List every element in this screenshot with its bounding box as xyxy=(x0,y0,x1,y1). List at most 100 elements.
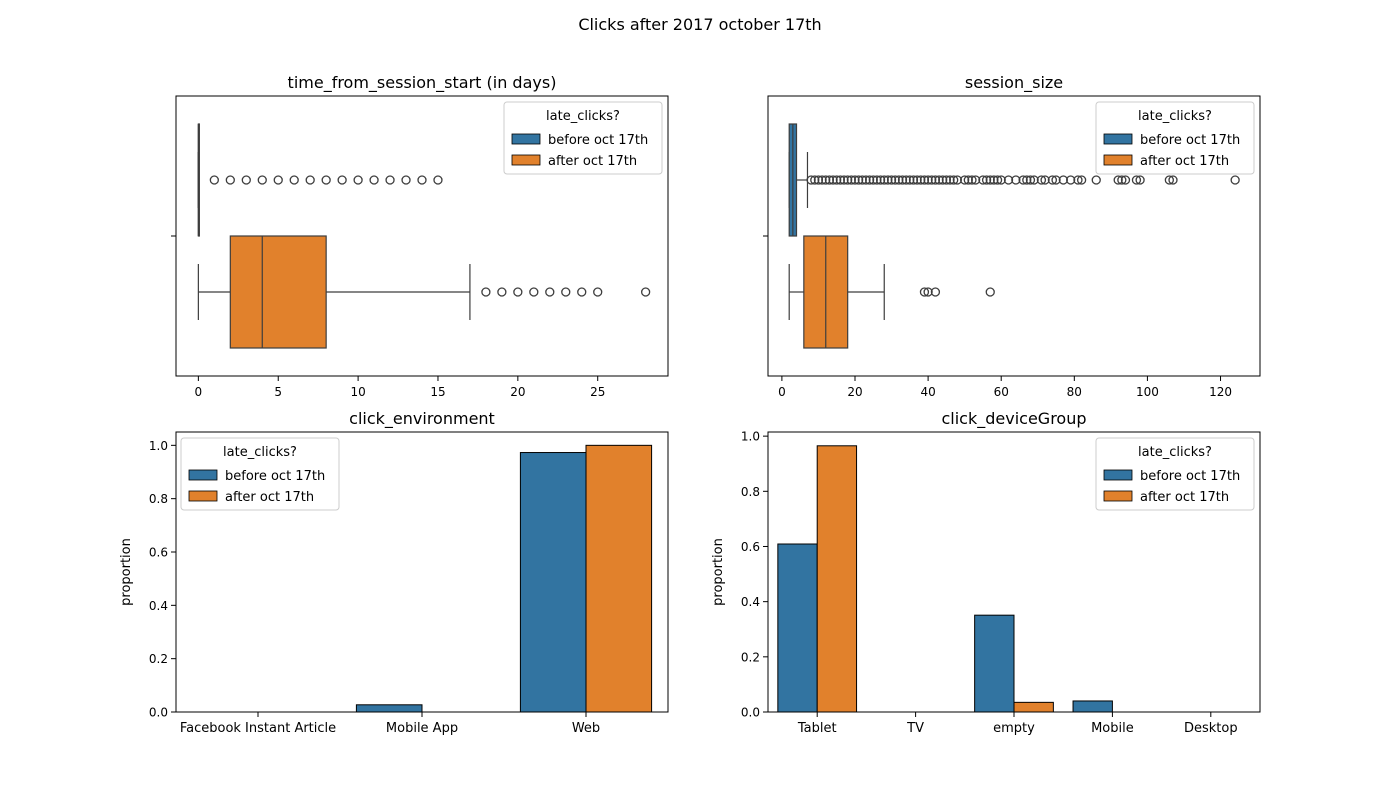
outlier-point xyxy=(1135,175,1145,185)
legend-swatch-after xyxy=(188,490,218,502)
outlier-point xyxy=(1073,175,1083,185)
outlier-point xyxy=(941,175,952,185)
y-tick-label: 0.6 xyxy=(149,546,168,560)
x-tick-label: 120 xyxy=(1209,385,1232,399)
bar-before xyxy=(519,452,587,713)
outlier-point xyxy=(850,175,860,185)
outlier-point xyxy=(992,175,1003,185)
legend-label-before: before oct 17th xyxy=(548,133,648,148)
outlier-point xyxy=(854,175,864,185)
outlier-point xyxy=(897,175,908,185)
legend-swatch-after xyxy=(1103,154,1133,166)
outlier-point xyxy=(497,287,507,297)
outlier-point xyxy=(945,175,955,185)
outlier-point xyxy=(839,175,849,185)
outlier-point xyxy=(967,175,977,185)
legend-label-after: after oct 17th xyxy=(548,154,637,169)
y-tick-label: 0.4 xyxy=(149,599,168,613)
outlier-point xyxy=(1051,175,1061,185)
y-tick-label: 0.2 xyxy=(741,650,760,664)
panel-0: time_from_session_start (in days) 0 5 10 15 2… xyxy=(171,73,669,399)
outlier-point xyxy=(864,175,875,185)
bar-after xyxy=(1013,701,1054,713)
panel-2: click_environment 0.0 0.2 0.4 0.6 0.8 1.0 propo… xyxy=(119,409,669,736)
x-tick-label: empty xyxy=(993,721,1035,736)
y-tick-label: 0.0 xyxy=(741,706,760,720)
outlier-point xyxy=(640,287,651,297)
legend-label-after: after oct 17th xyxy=(1140,154,1229,169)
legend: late_clicks?before oct 17th after oct 17t… xyxy=(180,437,340,511)
y-tick-label: 0.8 xyxy=(741,485,760,499)
outlier-point xyxy=(916,175,926,185)
axes-frame xyxy=(767,431,1261,713)
panel-title: click_environment xyxy=(349,409,495,429)
outlier-point xyxy=(1113,175,1123,185)
outlier-point xyxy=(857,175,867,185)
y-tick-label: 0.4 xyxy=(741,595,760,609)
x-tick-label: 60 xyxy=(994,385,1009,399)
outlier-point xyxy=(577,287,587,297)
outlier-point xyxy=(305,175,315,185)
outlier-point xyxy=(923,175,933,185)
panel-title: session_size xyxy=(965,73,1063,93)
outlier-point xyxy=(875,175,886,185)
x-tick-label: 5 xyxy=(274,385,282,399)
legend-swatch-before xyxy=(188,469,218,481)
box-before xyxy=(788,123,1240,237)
outlier-point xyxy=(835,175,846,185)
legend-title: late_clicks? xyxy=(1138,109,1212,124)
x-tick-label: 10 xyxy=(350,385,365,399)
outlier-point xyxy=(813,175,824,185)
axes-frame xyxy=(175,95,669,377)
bar-before xyxy=(355,704,423,713)
outlier-point xyxy=(970,175,981,185)
x-tick-label: 15 xyxy=(430,385,445,399)
bar-after xyxy=(816,445,858,713)
outlier-point xyxy=(861,175,871,185)
outlier-point xyxy=(481,287,491,297)
x-tick-label: Facebook Instant Article xyxy=(180,721,336,736)
legend-label-before: before oct 17th xyxy=(1140,469,1240,484)
outlier-point xyxy=(1058,175,1068,185)
outlier-point xyxy=(883,175,893,185)
panel-1: session_size 0 20 40 60 80 100 120 late_clicks?b… xyxy=(763,73,1261,399)
outlier-point xyxy=(1117,175,1127,185)
axes-frame xyxy=(767,95,1261,377)
outlier-point xyxy=(289,175,299,185)
y-tick-label: 0.2 xyxy=(149,652,168,666)
outlier-point xyxy=(806,175,816,185)
legend: late_clicks?before oct 17th after oct 17t… xyxy=(503,101,663,175)
outlier-point xyxy=(417,175,427,185)
x-tick-label: Desktop xyxy=(1184,721,1238,736)
outlier-point xyxy=(1120,175,1131,185)
legend-label-after: after oct 17th xyxy=(225,490,314,505)
x-tick-label: Web xyxy=(572,721,600,736)
outlier-point xyxy=(337,175,347,185)
panel-title: click_deviceGroup xyxy=(941,409,1086,429)
bar-before xyxy=(1072,700,1113,713)
y-axis-label: proportion xyxy=(119,538,134,606)
x-tick-label: 0 xyxy=(195,385,203,399)
outlier-point xyxy=(1018,175,1028,185)
outlier-point xyxy=(1025,175,1036,185)
outlier-point xyxy=(978,175,988,185)
outlier-point xyxy=(832,175,842,185)
outlier-point xyxy=(923,287,933,297)
outlier-point xyxy=(1040,175,1050,185)
outlier-point xyxy=(901,175,911,185)
legend-frame xyxy=(1095,101,1255,175)
outlier-point xyxy=(952,175,962,185)
outlier-point xyxy=(1091,175,1101,185)
chart-panels: time_from_session_start (in days) 0 5 10 15 2… xyxy=(119,73,1261,736)
outlier-point xyxy=(912,175,922,185)
bar-before xyxy=(777,543,818,713)
y-tick-label: 1.0 xyxy=(741,430,760,444)
outlier-point xyxy=(529,287,539,297)
legend-frame xyxy=(503,101,663,175)
outlier-point xyxy=(981,175,992,185)
legend: late_clicks?before oct 17th after oct 17t… xyxy=(1095,101,1255,175)
box-after xyxy=(788,235,995,349)
outlier-point xyxy=(905,175,915,185)
outlier-point xyxy=(908,175,919,185)
